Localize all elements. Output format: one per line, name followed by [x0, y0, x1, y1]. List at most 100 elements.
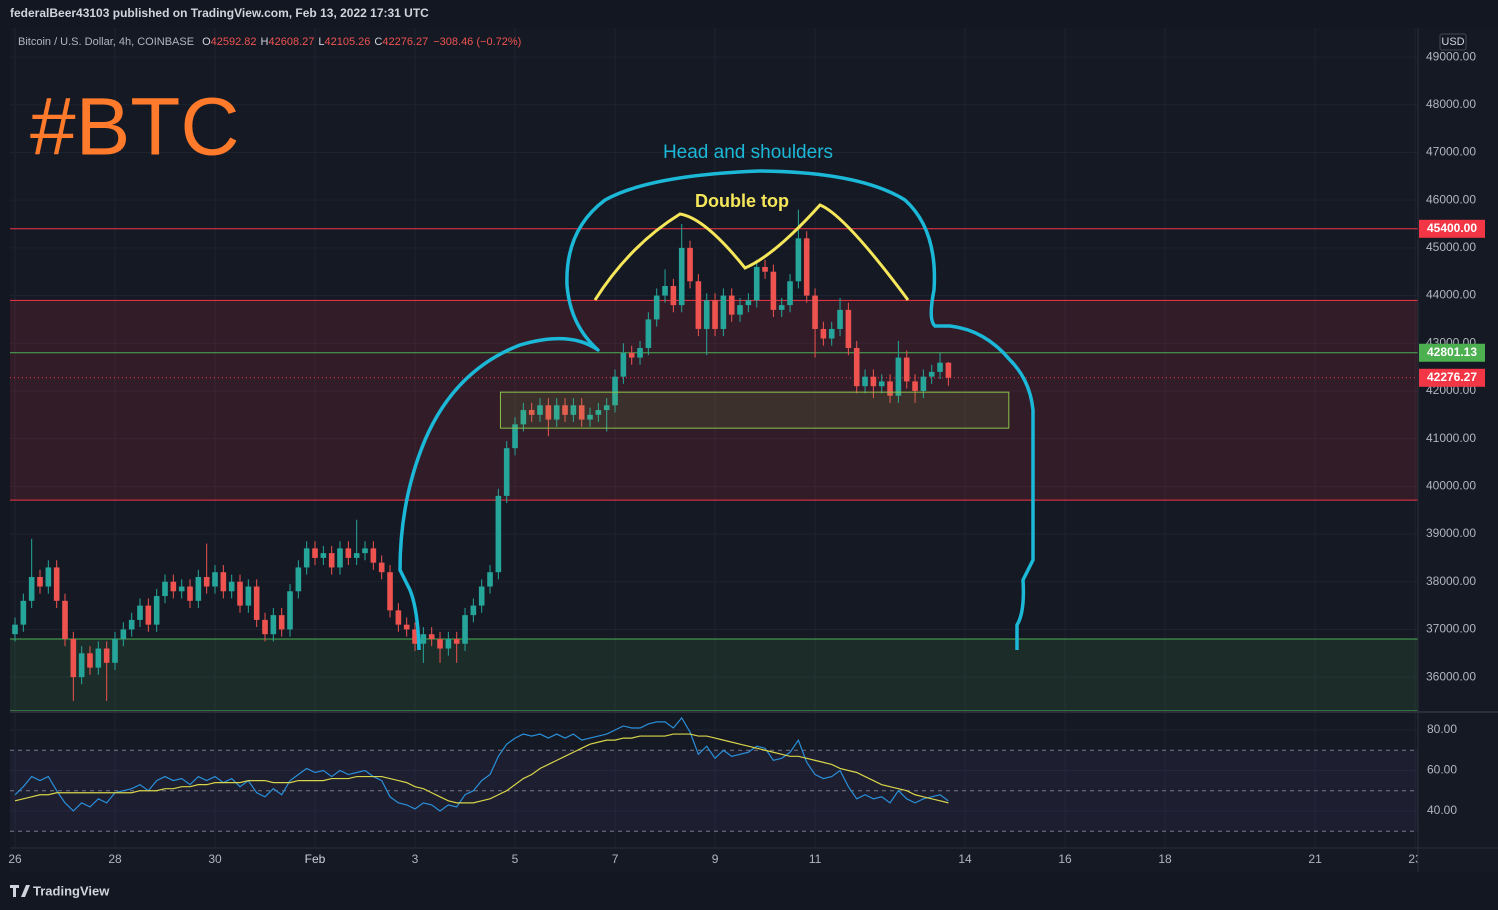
candle-body: [495, 495, 502, 573]
x-tick-label: 23: [1408, 852, 1422, 866]
change: −308.46 (−0.72%): [433, 36, 521, 48]
candle-body: [253, 586, 260, 620]
ohlc-key: O: [202, 36, 211, 48]
candle-body: [737, 305, 743, 315]
candle-body: [87, 653, 93, 668]
candle-body: [745, 300, 752, 306]
candle-body: [645, 319, 652, 349]
candle-body: [37, 576, 43, 587]
candle-body: [887, 381, 893, 396]
y-tick-label: 40.00: [1427, 803, 1457, 817]
chart-background: [10, 28, 1498, 872]
candle-body: [128, 619, 135, 630]
candle-body: [53, 567, 60, 601]
candle-body: [812, 295, 818, 329]
currency: USD: [1441, 36, 1464, 48]
candle-body: [503, 448, 510, 496]
candle-body: [653, 295, 660, 320]
candle-body: [278, 615, 285, 630]
candle-body: [878, 381, 885, 387]
candle-body: [228, 581, 235, 592]
candle-body: [770, 271, 777, 310]
candle-body: [420, 634, 427, 644]
annotation: Head and shoulders: [663, 142, 833, 163]
candle-body: [212, 572, 218, 587]
y-tick-label: 48000.00: [1426, 97, 1476, 111]
price-level-label: 45400.00: [1427, 221, 1477, 235]
x-tick-label: 5: [512, 852, 519, 866]
candle-body: [837, 309, 843, 329]
rsi-line: [14, 733, 949, 804]
zone: [10, 300, 1418, 501]
candle-body: [678, 247, 685, 306]
candle-body: [195, 576, 202, 601]
candle-body: [912, 381, 918, 391]
candle-body: [62, 600, 68, 639]
candle-body: [537, 405, 543, 415]
y-tick-label: 49000.00: [1426, 49, 1476, 63]
candle-body: [578, 405, 585, 420]
candle-body: [937, 362, 943, 372]
y-tick-label: 36000.00: [1426, 669, 1476, 683]
x-tick-label: 11: [809, 852, 822, 866]
candle-body: [712, 300, 718, 329]
candle-body: [287, 591, 293, 630]
candle-body: [337, 548, 343, 568]
x-tick-label: 9: [712, 852, 719, 866]
candle-body: [178, 586, 185, 592]
annotation: Double top: [695, 191, 789, 211]
candle-body: [470, 605, 477, 616]
head-shoulders-drawing: [398, 169, 1035, 651]
range-box: [499, 391, 1010, 429]
candle-body: [762, 266, 768, 272]
candles: [12, 209, 1010, 701]
candle-body: [637, 348, 643, 358]
candle-body: [895, 357, 902, 396]
candle-body: [778, 305, 785, 310]
candle-body: [370, 548, 377, 563]
currency-box: [1439, 33, 1467, 51]
candle-body: [920, 376, 927, 391]
candle-body: [703, 300, 710, 329]
candle-body: [728, 295, 735, 315]
y-tick-label: 39000.00: [1426, 526, 1476, 540]
candle-body: [687, 247, 693, 282]
candle-body: [245, 586, 252, 606]
candle-body: [845, 309, 852, 349]
candle-body: [220, 572, 227, 592]
candle-body: [262, 619, 268, 635]
candle-body: [78, 653, 85, 678]
candle-body: [695, 281, 702, 329]
candle-body: [45, 567, 52, 587]
candle-body: [95, 648, 102, 668]
candle-body: [453, 638, 460, 644]
rsi-pane: [10, 716, 1418, 832]
footer-brand: TradingView: [33, 883, 110, 898]
candle-body: [620, 352, 627, 377]
candle-body: [670, 286, 677, 306]
logo: [10, 885, 30, 897]
y-tick-label: 44000.00: [1426, 288, 1476, 302]
candle-body: [828, 328, 835, 339]
x-tick-label: 7: [612, 852, 619, 866]
candle-body: [478, 586, 485, 606]
x-tick-label: 16: [1058, 852, 1072, 866]
candle-body: [70, 638, 77, 678]
candle-body: [237, 581, 243, 606]
candle-body: [203, 576, 210, 587]
candle-body: [362, 548, 368, 554]
candle-body: [353, 553, 360, 558]
candle-body: [753, 266, 760, 301]
candle-body: [787, 281, 793, 306]
candle-body: [587, 414, 593, 420]
candle-body: [187, 586, 193, 601]
annotation: #BTC: [30, 82, 240, 173]
candle-body: [528, 410, 535, 415]
price-level-tag: [1419, 219, 1485, 238]
price-level-label: 42276.27: [1427, 370, 1477, 384]
x-tick-label: 3: [412, 852, 419, 866]
candle-body: [870, 376, 877, 387]
candle-body: [553, 405, 560, 420]
candle-body: [120, 629, 127, 639]
